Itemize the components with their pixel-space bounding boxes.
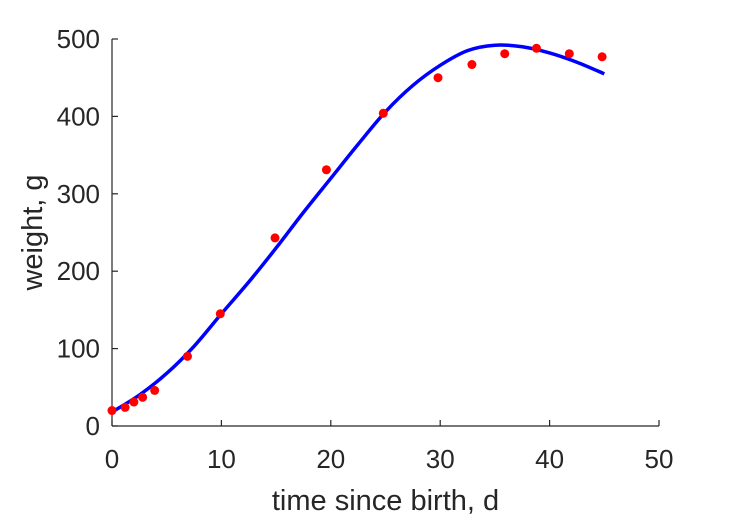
y-ticks: 0 100 200 300 400 500 (57, 24, 118, 441)
x-tick-label: 30 (426, 444, 455, 474)
series-layer (107, 43, 607, 416)
data-point (120, 402, 130, 412)
data-point (467, 60, 477, 70)
y-tick-label: 500 (57, 24, 100, 54)
y-tick-label: 300 (57, 179, 100, 209)
data-point (378, 108, 388, 118)
y-tick-label: 400 (57, 101, 100, 131)
y-tick-label: 100 (57, 334, 100, 364)
data-point (138, 392, 148, 402)
y-tick-label: 200 (57, 256, 100, 286)
x-tick-label: 50 (645, 444, 674, 474)
y-tick-label: 0 (86, 411, 100, 441)
x-tick-label: 0 (105, 444, 119, 474)
fit-curve (111, 43, 605, 414)
y-axis-label: weight, g (17, 174, 49, 291)
data-point (129, 397, 139, 407)
x-tick-label: 20 (316, 444, 345, 474)
data-point (150, 385, 160, 395)
x-axis-label: time since birth, d (272, 485, 499, 517)
data-point (597, 52, 607, 62)
axes: 0 10 20 30 40 50 0 100 200 300 400 500 (57, 24, 674, 474)
data-point (270, 233, 280, 243)
x-tick-label: 40 (535, 444, 564, 474)
data-point (564, 49, 574, 59)
data-point (500, 49, 510, 59)
data-point (433, 73, 443, 83)
x-tick-label: 10 (207, 444, 236, 474)
data-point (321, 165, 331, 175)
data-point (107, 406, 117, 416)
data-point (531, 43, 541, 53)
data-point (182, 351, 192, 361)
x-ticks: 0 10 20 30 40 50 (105, 420, 674, 474)
data-point (215, 309, 225, 319)
